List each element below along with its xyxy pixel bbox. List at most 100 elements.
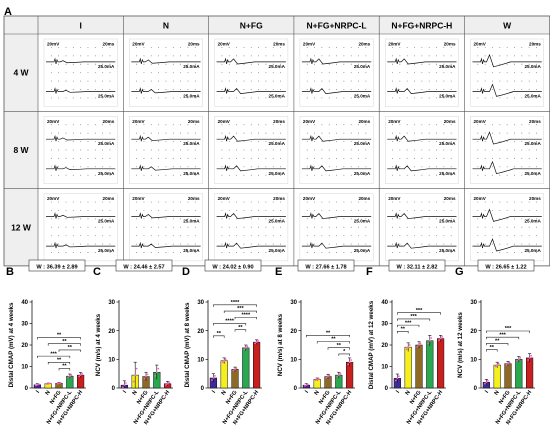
grid-dot (399, 141, 401, 142)
grid-dot (180, 218, 182, 220)
grid-dot (350, 157, 352, 159)
grid-dot (350, 218, 352, 220)
reference-box (297, 259, 355, 272)
grid-dot (392, 174, 393, 176)
grid-dot (165, 166, 167, 168)
grid-dot (428, 157, 430, 159)
grid-dot (443, 235, 445, 237)
grid-dot (158, 174, 160, 176)
grid-dot (350, 226, 352, 228)
grid-dot (250, 252, 252, 253)
grid-dot (343, 80, 345, 82)
y-axis-label: Distal CMAP (mV) at 12 weeks (368, 300, 375, 389)
grid-dot (72, 218, 74, 220)
grid-dot (50, 149, 52, 151)
grid-dot (72, 252, 74, 253)
current-label: 25.0mA (354, 141, 371, 146)
grid-dot (506, 124, 508, 126)
grid-dot (165, 157, 167, 159)
grid-dot (272, 132, 274, 134)
grid-dot (521, 55, 523, 57)
grid-dot (365, 174, 367, 176)
grid-dot (450, 157, 452, 159)
grid-dot (243, 174, 245, 176)
grid-dot (306, 235, 308, 237)
panel-letter: G (455, 266, 464, 278)
grid-dot (399, 132, 401, 134)
grid-dot (343, 141, 345, 142)
data-point (244, 346, 247, 349)
grid-dot (428, 243, 430, 245)
grid-dot (165, 132, 167, 134)
grid-dot (158, 218, 160, 220)
grid-dot (172, 209, 174, 211)
grid-dot (406, 72, 408, 74)
grid-dot (143, 174, 145, 176)
grid-dot (514, 46, 515, 48)
grid-dot (258, 63, 260, 65)
grid-dot (50, 209, 52, 211)
grid-dot (536, 46, 537, 48)
grid-dot (306, 174, 308, 176)
grid-dot (399, 252, 401, 253)
grid-dot (314, 149, 316, 151)
grid-dot (65, 226, 67, 228)
grid-dot (280, 63, 282, 65)
grid-dot (265, 218, 267, 220)
grid-dot (492, 97, 493, 99)
panel-letter: D (182, 266, 190, 278)
grid-dot (58, 226, 60, 228)
grid-dot (336, 226, 337, 228)
grid-dot (484, 46, 486, 48)
grid-dot (72, 63, 74, 65)
grid-dot (358, 243, 359, 245)
grid-dot (484, 201, 486, 203)
grid-dot (436, 166, 437, 168)
chart-e: E W : 27.66 ± 1.78 NCV (m/s) at 8 weeks 0 10… (275, 259, 355, 426)
trace-cell: 20mV 20ms 25.0mA 25.0mA (43, 193, 118, 262)
grid-dot (499, 141, 501, 142)
grid-dot (143, 97, 145, 99)
grid-dot (421, 97, 423, 99)
grid-dot (265, 226, 267, 228)
grid-dot (406, 252, 408, 253)
trace-cell: 20mV 20ms 25.0mA 25.0mA (214, 38, 289, 107)
grid-dot (80, 252, 82, 253)
grid-dot (392, 124, 393, 126)
grid-dot (306, 209, 308, 211)
grid-dot (87, 46, 89, 48)
grid-dot (180, 63, 182, 65)
grid-dot (280, 252, 282, 253)
grid-dot (109, 89, 111, 90)
current-label: 25.0mA (183, 64, 200, 69)
grid-dot (143, 132, 145, 134)
grid-dot (514, 174, 515, 176)
grid-dot (436, 201, 437, 203)
grid-dot (165, 226, 167, 228)
grid-dot (450, 55, 452, 57)
grid-dot (528, 243, 530, 245)
grid-dot (528, 55, 530, 57)
grid-dot (172, 97, 174, 99)
grid-dot (187, 55, 189, 57)
cmap-trace (131, 87, 201, 94)
data-point (168, 381, 171, 384)
data-point (155, 371, 158, 374)
grid-dot (536, 89, 537, 90)
data-point (314, 379, 317, 382)
y-axis-label: Distal CMAP (mV) at 4 weeks (8, 302, 15, 387)
significance-label: *** (416, 308, 423, 314)
trace-cell: 20mV 20ms 25.0mA 25.0mA (299, 38, 374, 107)
grid-dot (314, 226, 316, 228)
cmap-trace (387, 241, 457, 249)
data-point (67, 376, 70, 379)
grid-dot (321, 97, 323, 99)
data-point (246, 345, 249, 348)
grid-dot (477, 55, 479, 57)
grid-dot (136, 243, 138, 245)
cmap-trace (301, 212, 372, 219)
data-point (78, 375, 80, 378)
grid-dot (314, 166, 316, 168)
grid-dot (350, 80, 352, 82)
grid-dot (499, 243, 501, 245)
